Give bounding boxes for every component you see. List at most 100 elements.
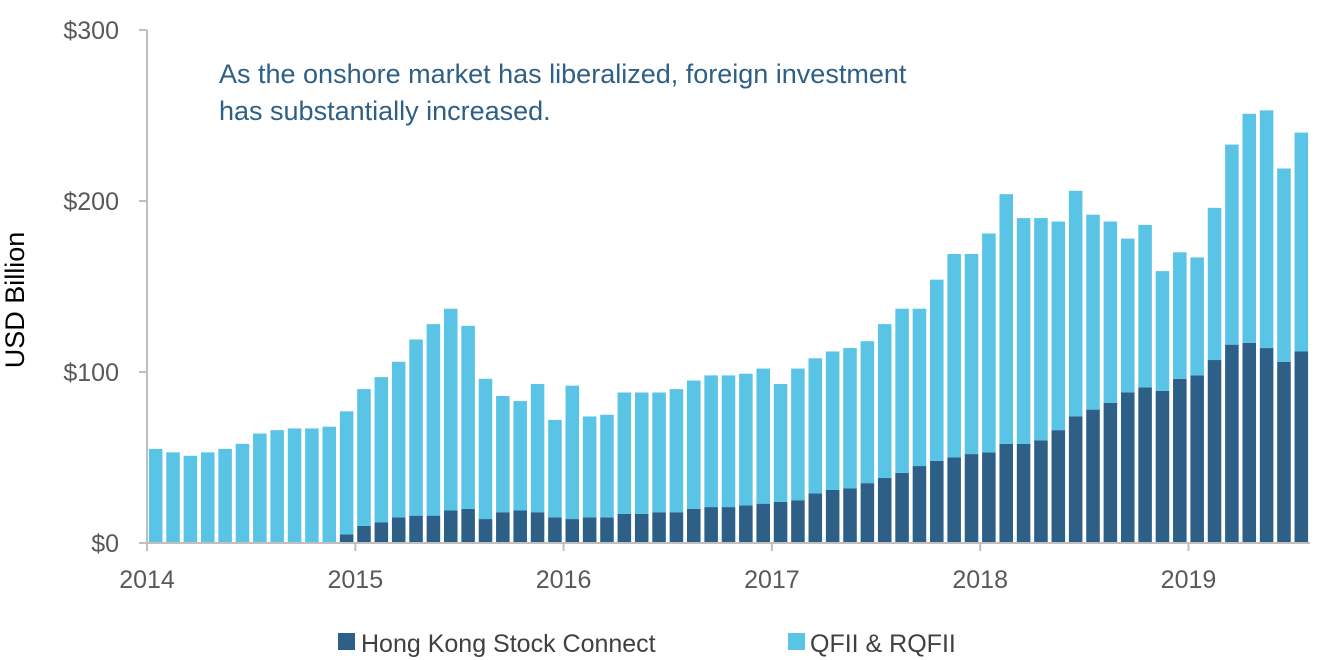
bar-qfii-rqfii <box>1277 168 1291 362</box>
bar-hong-kong-stock-connect <box>739 505 753 543</box>
bar-qfii-rqfii <box>148 448 163 543</box>
bar-hong-kong-stock-connect <box>999 443 1013 543</box>
x-tick-label: 2016 <box>536 566 592 594</box>
bar-qfii-rqfii <box>270 430 284 543</box>
bar-qfii-rqfii <box>391 361 406 518</box>
bar-qfii-rqfii <box>357 389 371 526</box>
bar-hong-kong-stock-connect <box>1103 402 1118 543</box>
legend-label-qfii-rqfii: QFII & RQFII <box>810 630 956 658</box>
bar-qfii-rqfii <box>617 392 632 514</box>
bar-qfii-rqfii <box>669 389 684 513</box>
bar-hong-kong-stock-connect <box>478 519 493 543</box>
y-tick-label: $0 <box>91 530 119 558</box>
bar-hong-kong-stock-connect <box>1068 416 1083 543</box>
bar-hong-kong-stock-connect <box>409 515 423 543</box>
bar-hong-kong-stock-connect <box>930 460 944 543</box>
bar-hong-kong-stock-connect <box>565 519 580 543</box>
bar-qfii-rqfii <box>1034 218 1048 441</box>
bar-qfii-rqfii <box>305 428 319 543</box>
bar-qfii-rqfii <box>426 324 441 516</box>
bar-hong-kong-stock-connect <box>877 478 892 543</box>
bar-qfii-rqfii <box>1103 221 1118 403</box>
bar-hong-kong-stock-connect <box>687 508 701 543</box>
bar-qfii-rqfii <box>930 279 944 461</box>
bar-qfii-rqfii <box>166 452 180 543</box>
bar-hong-kong-stock-connect <box>461 508 475 543</box>
bar-group <box>148 110 1309 543</box>
bar-hong-kong-stock-connect <box>617 513 632 543</box>
bar-hong-kong-stock-connect <box>791 500 805 543</box>
bar-qfii-rqfii <box>582 416 597 518</box>
bar-hong-kong-stock-connect <box>339 534 354 543</box>
y-tick-label: $100 <box>63 359 119 387</box>
legend-label-hong-kong-stock-connect: Hong Kong Stock Connect <box>361 630 656 658</box>
bar-qfii-rqfii <box>825 351 840 490</box>
bar-qfii-rqfii <box>322 426 337 543</box>
bar-qfii-rqfii <box>1138 224 1152 388</box>
y-tick-label: $200 <box>63 188 119 216</box>
bar-qfii-rqfii <box>374 377 389 523</box>
bar-qfii-rqfii <box>652 392 666 513</box>
bar-hong-kong-stock-connect <box>1051 430 1066 543</box>
bar-qfii-rqfii <box>565 385 580 520</box>
annotation-line-2: has substantially increased. <box>219 96 551 126</box>
bar-qfii-rqfii <box>877 324 892 479</box>
bar-hong-kong-stock-connect <box>391 517 406 543</box>
bar-qfii-rqfii <box>1242 113 1257 343</box>
bar-hong-kong-stock-connect <box>652 512 666 543</box>
bar-hong-kong-stock-connect <box>444 510 458 543</box>
bar-qfii-rqfii <box>739 373 753 506</box>
bar-hong-kong-stock-connect <box>825 489 840 543</box>
bar-hong-kong-stock-connect <box>357 525 371 543</box>
bar-qfii-rqfii <box>704 375 718 508</box>
bar-hong-kong-stock-connect <box>634 513 649 543</box>
bar-hong-kong-stock-connect <box>947 457 961 543</box>
bar-qfii-rqfii <box>1190 257 1204 376</box>
bar-qfii-rqfii <box>409 339 423 516</box>
legend: Hong Kong Stock Connect QFII & RQFII <box>338 630 956 658</box>
bar-hong-kong-stock-connect <box>1242 342 1257 543</box>
y-axis-title: USD Billion <box>0 232 30 369</box>
bar-qfii-rqfii <box>634 392 649 514</box>
bar-qfii-rqfii <box>287 428 302 543</box>
bar-hong-kong-stock-connect <box>773 501 788 543</box>
bar-hong-kong-stock-connect <box>1034 440 1048 543</box>
bar-qfii-rqfii <box>1173 252 1187 379</box>
bar-hong-kong-stock-connect <box>374 522 389 543</box>
bar-hong-kong-stock-connect <box>860 483 875 543</box>
bar-qfii-rqfii <box>600 414 614 518</box>
bar-qfii-rqfii <box>947 254 961 458</box>
bar-qfii-rqfii <box>808 358 823 494</box>
bar-qfii-rqfii <box>860 341 875 484</box>
bar-hong-kong-stock-connect <box>1120 392 1135 543</box>
bar-qfii-rqfii <box>1120 238 1135 393</box>
bar-hong-kong-stock-connect <box>669 512 684 543</box>
bar-hong-kong-stock-connect <box>721 507 736 543</box>
bar-hong-kong-stock-connect <box>1086 409 1100 543</box>
bar-qfii-rqfii <box>1051 221 1066 431</box>
x-tick-label: 2019 <box>1161 566 1217 594</box>
legend-swatch-hong-kong-stock-connect <box>338 633 355 650</box>
bar-qfii-rqfii <box>756 368 770 504</box>
bar-qfii-rqfii <box>1225 144 1239 345</box>
bar-qfii-rqfii <box>530 383 545 513</box>
bar-hong-kong-stock-connect <box>895 472 909 543</box>
bar-hong-kong-stock-connect <box>1155 390 1170 543</box>
bar-qfii-rqfii <box>444 308 458 511</box>
bar-qfii-rqfii <box>687 380 701 509</box>
bar-qfii-rqfii <box>183 455 198 543</box>
bar-hong-kong-stock-connect <box>513 510 527 543</box>
bar-qfii-rqfii <box>200 452 215 543</box>
bar-hong-kong-stock-connect <box>912 466 927 543</box>
bar-qfii-rqfii <box>548 419 562 518</box>
y-tick-group: $0 $100 $200 $300 <box>63 17 147 558</box>
bar-qfii-rqfii <box>964 254 979 455</box>
annotation-line-1: As the onshore market has liberalized, f… <box>219 59 907 89</box>
bar-hong-kong-stock-connect <box>1225 344 1239 543</box>
bar-qfii-rqfii <box>496 395 510 513</box>
bar-hong-kong-stock-connect <box>530 512 545 543</box>
bar-hong-kong-stock-connect <box>1277 361 1291 543</box>
bar-qfii-rqfii <box>253 433 267 543</box>
x-tick-label: 2017 <box>744 566 800 594</box>
